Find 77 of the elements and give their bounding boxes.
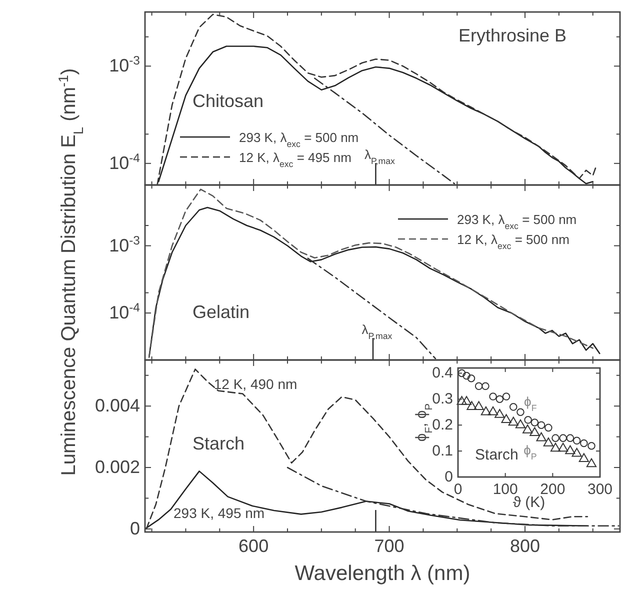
legend-label: 293 K, λ$_{exc}$ = 500 nm	[239, 130, 359, 149]
point	[543, 438, 554, 446]
point	[586, 458, 597, 468]
y-tick-label: 0	[444, 468, 453, 486]
point	[466, 401, 477, 410]
point	[530, 418, 539, 426]
line-series	[158, 46, 594, 184]
point	[572, 448, 582, 457]
point	[474, 382, 483, 390]
annotation: Starch	[192, 433, 245, 454]
point	[588, 442, 596, 450]
point	[496, 395, 504, 404]
line-series	[156, 14, 596, 185]
point	[524, 416, 532, 424]
annotation: Chitosan	[192, 91, 264, 112]
point	[578, 453, 589, 462]
ref-line-label: λ$_{P,max}$	[362, 322, 393, 341]
line-series	[307, 258, 436, 360]
point	[474, 401, 484, 410]
point	[456, 396, 467, 405]
x-tick-label: 600	[238, 536, 269, 556]
point	[501, 414, 512, 424]
point	[494, 408, 505, 418]
point	[565, 445, 576, 454]
y-tick-label: 0.004	[94, 396, 140, 416]
ref-line-label: λ$_{P,max}$	[364, 147, 396, 166]
y-tick-label: 0.2	[432, 416, 453, 434]
x-axis-title: Wavelength λ (nm)	[294, 562, 470, 585]
point	[508, 416, 518, 426]
point	[559, 434, 567, 442]
x-tick-label: 700	[374, 536, 404, 556]
point	[566, 434, 574, 442]
y-tick-label: 0.4	[432, 364, 453, 382]
point	[482, 382, 490, 390]
annotation: 293 K, 495 nm	[174, 505, 265, 522]
y-tick-label: 10$^{-3}$	[109, 233, 140, 256]
legend-label: 12 K, λ$_{exc}$ = 495 nm	[239, 150, 352, 169]
point	[537, 421, 546, 429]
y-tick-label: 0.002	[94, 457, 140, 478]
point	[572, 436, 581, 445]
annotation: Starch	[475, 446, 518, 464]
y-tick-label: 10$^{-4}$	[109, 300, 140, 323]
legend-label: 293 K, λ$_{exc}$ = 500 nm	[457, 212, 577, 231]
point	[515, 419, 526, 428]
point	[536, 432, 546, 442]
y-tick-label: 10$^{-4}$	[109, 151, 140, 174]
text: Erythrosine B	[458, 25, 567, 46]
x-tick-label: 800	[510, 536, 540, 556]
point	[580, 439, 588, 448]
point	[462, 372, 470, 380]
point	[458, 369, 466, 378]
point	[516, 408, 524, 416]
series-label: ϕ$_{P}$	[524, 442, 537, 462]
point	[461, 396, 472, 405]
point	[530, 427, 540, 436]
point	[522, 424, 533, 434]
y-tick-label: 0.3	[432, 390, 453, 408]
point	[552, 434, 560, 442]
y-tick-label: 10$^{-3}$	[109, 54, 140, 76]
x-tick-label: 300	[587, 481, 613, 498]
point	[550, 442, 561, 452]
annotation: Gelatin	[192, 302, 250, 322]
line-series	[146, 368, 588, 530]
point	[489, 392, 497, 400]
point	[558, 442, 568, 452]
series-label: ϕ$_{F}$	[524, 394, 538, 413]
line-series	[286, 466, 620, 527]
point	[480, 406, 491, 416]
y-tick-label: 0.1	[432, 442, 453, 460]
point	[502, 392, 510, 400]
point	[544, 424, 552, 432]
annotation: 12 K, 490 nm	[214, 376, 298, 392]
point	[509, 403, 518, 411]
point	[488, 406, 498, 416]
legend-label: 12 K, λ$_{exc}$ = 500 nm	[457, 232, 570, 251]
y-tick-label: 0	[130, 518, 140, 539]
point	[467, 374, 476, 382]
